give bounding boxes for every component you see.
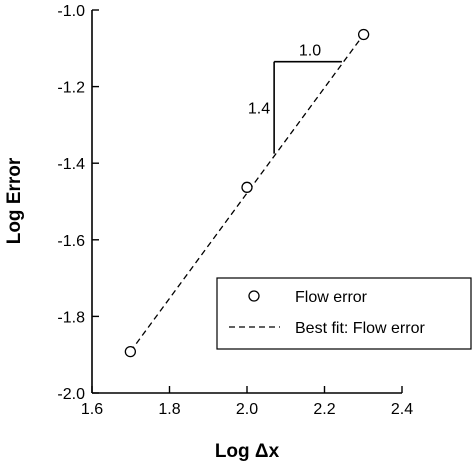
legend-label-best-fit: Best fit: Flow error <box>295 320 425 337</box>
x-axis-title: Log Δx <box>215 441 280 462</box>
points-layer <box>124 28 370 358</box>
y-tick-label: -1.0 <box>57 3 85 20</box>
fit-line-layer <box>129 34 365 353</box>
best-fit-line <box>129 34 365 353</box>
data-point <box>357 28 370 41</box>
slope-run-label: 1.0 <box>299 43 321 60</box>
y-tick-label: -1.4 <box>57 156 85 173</box>
y-tick-label: -1.6 <box>57 233 85 250</box>
y-tick-label: -1.2 <box>57 80 85 97</box>
y-tick-label: -1.8 <box>57 309 85 326</box>
y-ticks: -2.0 -1.8 -1.6 -1.4 -1.2 -1.0 <box>57 3 99 403</box>
x-tick-label: 1.8 <box>158 401 180 418</box>
x-tick-label: 2.4 <box>391 401 413 418</box>
y-tick-label: -2.0 <box>57 386 85 403</box>
data-point <box>124 345 137 358</box>
legend-label-flow-error: Flow error <box>295 289 368 306</box>
x-tick-label: 2.0 <box>236 401 258 418</box>
slope-triangle: 1.0 1.4 <box>248 43 342 154</box>
x-tick-label: 2.2 <box>313 401 335 418</box>
slope-rise-label: 1.4 <box>248 101 270 118</box>
legend: Flow error Best fit: Flow error <box>216 277 472 350</box>
y-axis-title: Log Error <box>4 157 25 244</box>
legend-marker-flow-error <box>248 290 260 302</box>
x-tick-label: 1.6 <box>81 401 103 418</box>
data-point <box>241 181 253 193</box>
x-ticks: 1.6 1.8 2.0 2.2 2.4 <box>81 386 413 418</box>
legend-box <box>216 277 472 350</box>
